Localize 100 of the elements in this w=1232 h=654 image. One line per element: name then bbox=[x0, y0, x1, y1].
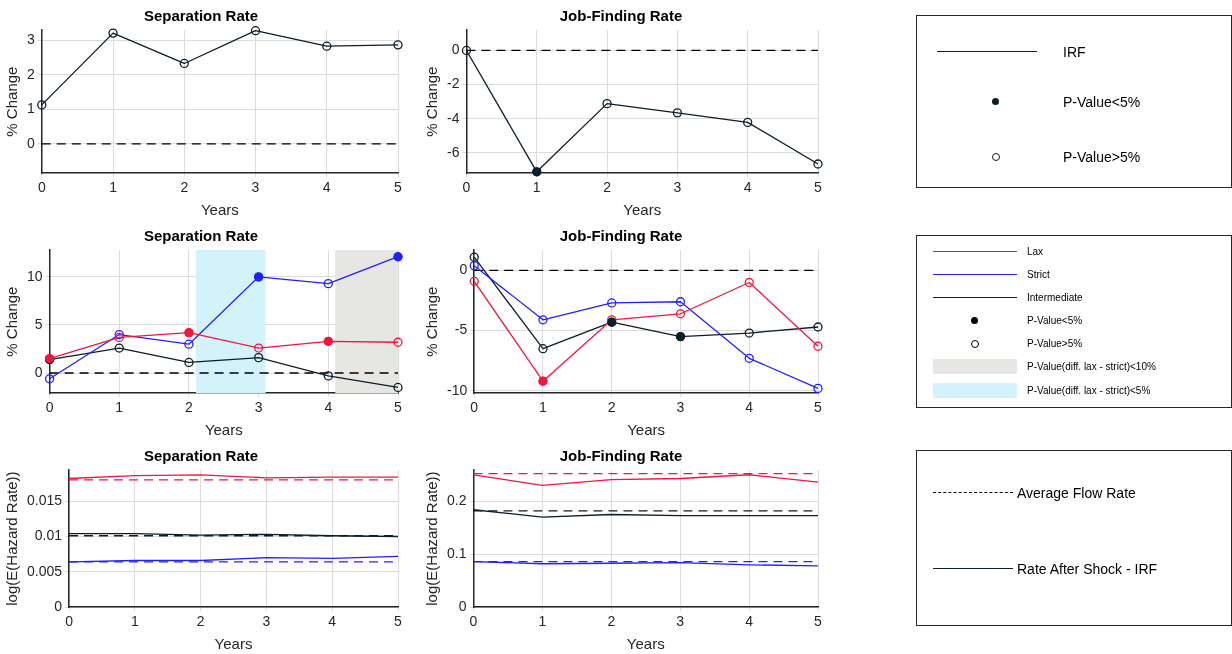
y-tick-label: 0 bbox=[26, 134, 35, 151]
y-tick-label: 5 bbox=[34, 315, 43, 332]
x-tick-label: 5 bbox=[814, 399, 823, 416]
point bbox=[813, 322, 823, 332]
chart-title: Job-Finding Rate bbox=[559, 447, 683, 465]
y-axis-title: log(E(Hazard Rate)) bbox=[423, 471, 441, 606]
x-tick-label: 1 bbox=[538, 613, 547, 630]
x-tick-label: 3 bbox=[673, 179, 682, 196]
y-tick-label: 0 bbox=[458, 598, 467, 615]
point bbox=[813, 159, 823, 169]
x-tick-label: 3 bbox=[676, 613, 685, 630]
y-tick-label: 0 bbox=[459, 261, 468, 278]
x-axis-title: Years bbox=[623, 201, 662, 219]
text: P-Value<5% bbox=[1027, 314, 1083, 328]
text: P-Value(diff. lax - strict)<5% bbox=[1027, 384, 1151, 398]
point bbox=[179, 58, 189, 69]
x-tick-label: 3 bbox=[251, 179, 260, 196]
x-tick-label: 1 bbox=[115, 399, 124, 416]
y-tick-label: 0 bbox=[54, 598, 63, 615]
point bbox=[813, 341, 823, 351]
y-axis-title: % Change bbox=[3, 286, 21, 357]
x-tick-label: 2 bbox=[196, 613, 205, 630]
x-tick-label: 1 bbox=[109, 179, 118, 196]
x-tick-label: 0 bbox=[65, 613, 74, 630]
point bbox=[602, 99, 612, 109]
x-axis-title: Years bbox=[200, 201, 239, 219]
x-tick-label: 2 bbox=[603, 179, 612, 196]
point bbox=[393, 337, 403, 347]
y-tick-label: -5 bbox=[454, 321, 468, 338]
x-tick-label: 1 bbox=[532, 179, 541, 196]
chart-title: Job-Finding Rate bbox=[559, 7, 683, 25]
y-tick-label: 0.1 bbox=[446, 545, 467, 562]
x-tick-label: 2 bbox=[180, 179, 189, 196]
x-tick-label: 3 bbox=[262, 613, 271, 630]
point bbox=[469, 276, 479, 286]
x-tick-label: 5 bbox=[394, 399, 403, 416]
x-axis-title: Years bbox=[626, 635, 665, 653]
text: Lax bbox=[1027, 245, 1044, 259]
point bbox=[184, 357, 194, 368]
point bbox=[393, 382, 403, 393]
y-tick-label: 0 bbox=[451, 41, 460, 58]
y-axis-title: log(E(Hazard Rate)) bbox=[3, 471, 21, 606]
text: Strict bbox=[1027, 268, 1050, 282]
x-tick-label: 3 bbox=[676, 399, 685, 416]
y-tick-label: 3 bbox=[26, 31, 35, 48]
point bbox=[675, 297, 686, 307]
point bbox=[744, 277, 754, 288]
x-tick-label: 2 bbox=[607, 399, 616, 416]
y-tick-label: 0.2 bbox=[446, 492, 467, 509]
point bbox=[813, 383, 823, 394]
y-tick-label: 0.005 bbox=[26, 562, 63, 579]
x-tick-label: 4 bbox=[322, 179, 331, 196]
y-tick-label: 0.015 bbox=[26, 491, 63, 508]
point bbox=[744, 328, 754, 338]
x-tick-label: 5 bbox=[814, 179, 823, 196]
point bbox=[323, 278, 333, 289]
x-axis-title: Years bbox=[627, 421, 666, 439]
x-tick-label: 2 bbox=[185, 399, 194, 416]
point bbox=[744, 353, 754, 363]
point bbox=[44, 374, 55, 384]
y-tick-label: 1 bbox=[26, 100, 35, 117]
point bbox=[37, 100, 47, 110]
x-tick-label: 5 bbox=[394, 613, 403, 630]
point bbox=[743, 117, 753, 128]
x-tick-label: 4 bbox=[328, 613, 337, 630]
y-axis-title: % Change bbox=[423, 286, 441, 357]
y-tick-label: -4 bbox=[447, 109, 460, 126]
y-tick-label: 10 bbox=[26, 267, 43, 284]
chart-title: Separation Rate bbox=[143, 7, 259, 25]
point bbox=[469, 252, 479, 262]
x-tick-label: 4 bbox=[743, 179, 752, 196]
text: Average Flow Rate bbox=[1017, 484, 1136, 503]
y-tick-label: 0 bbox=[34, 363, 43, 380]
point bbox=[322, 41, 332, 51]
x-tick-label: 5 bbox=[394, 179, 403, 196]
x-tick-label: 1 bbox=[539, 399, 548, 416]
x-tick-label: 1 bbox=[130, 613, 139, 630]
x-axis-title: Years bbox=[214, 635, 253, 653]
text: P-Value>5% bbox=[1063, 148, 1141, 167]
point bbox=[323, 371, 333, 381]
y-axis-title: % Change bbox=[423, 66, 441, 137]
chart-title: Separation Rate bbox=[143, 447, 259, 465]
y-tick-label: 2 bbox=[26, 65, 35, 82]
text: Intermediate bbox=[1027, 291, 1083, 305]
point bbox=[108, 28, 118, 38]
text: IRF bbox=[1063, 43, 1086, 62]
point bbox=[672, 108, 683, 118]
text: P-Value>5% bbox=[1027, 337, 1083, 351]
text: P-Value<5% bbox=[1063, 93, 1141, 112]
y-tick-label: -10 bbox=[447, 381, 468, 398]
x-tick-label: 5 bbox=[814, 613, 823, 630]
y-tick-label: -2 bbox=[447, 75, 460, 92]
x-tick-label: 4 bbox=[324, 399, 333, 416]
x-tick-label: 4 bbox=[745, 613, 754, 630]
point bbox=[250, 26, 261, 36]
point bbox=[607, 298, 617, 308]
point bbox=[184, 339, 194, 349]
text: Rate After Shock - IRF bbox=[1017, 560, 1158, 579]
chart-title: Separation Rate bbox=[143, 227, 259, 245]
point bbox=[538, 344, 548, 354]
